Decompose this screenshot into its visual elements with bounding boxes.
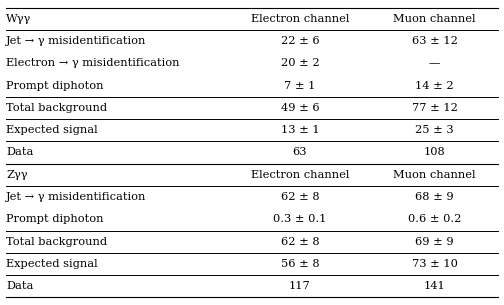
- Text: Muon channel: Muon channel: [393, 170, 476, 180]
- Text: 77 ± 12: 77 ± 12: [411, 103, 458, 113]
- Text: Total background: Total background: [6, 103, 107, 113]
- Text: 63 ± 12: 63 ± 12: [411, 36, 458, 46]
- Text: Electron channel: Electron channel: [250, 14, 349, 24]
- Text: 62 ± 8: 62 ± 8: [281, 192, 319, 202]
- Text: Electron channel: Electron channel: [250, 170, 349, 180]
- Text: 62 ± 8: 62 ± 8: [281, 237, 319, 247]
- Text: 14 ± 2: 14 ± 2: [415, 81, 454, 91]
- Text: —: —: [429, 58, 440, 68]
- Text: Zγγ: Zγγ: [6, 170, 28, 180]
- Text: 49 ± 6: 49 ± 6: [281, 103, 319, 113]
- Text: Total background: Total background: [6, 237, 107, 247]
- Text: Expected signal: Expected signal: [6, 259, 98, 269]
- Text: Data: Data: [6, 148, 33, 157]
- Text: 25 ± 3: 25 ± 3: [415, 125, 454, 135]
- Text: 22 ± 6: 22 ± 6: [281, 36, 319, 46]
- Text: Muon channel: Muon channel: [393, 14, 476, 24]
- Text: Electron → γ misidentification: Electron → γ misidentification: [6, 58, 179, 68]
- Text: Prompt diphoton: Prompt diphoton: [6, 81, 103, 91]
- Text: Jet → γ misidentification: Jet → γ misidentification: [6, 192, 147, 202]
- Text: 73 ± 10: 73 ± 10: [411, 259, 458, 269]
- Text: Expected signal: Expected signal: [6, 125, 98, 135]
- Text: 0.6 ± 0.2: 0.6 ± 0.2: [408, 214, 461, 224]
- Text: 141: 141: [423, 281, 446, 291]
- Text: 20 ± 2: 20 ± 2: [281, 58, 319, 68]
- Text: 68 ± 9: 68 ± 9: [415, 192, 454, 202]
- Text: 69 ± 9: 69 ± 9: [415, 237, 454, 247]
- Text: 63: 63: [293, 148, 307, 157]
- Text: 0.3 ± 0.1: 0.3 ± 0.1: [273, 214, 327, 224]
- Text: Prompt diphoton: Prompt diphoton: [6, 214, 103, 224]
- Text: Data: Data: [6, 281, 33, 291]
- Text: Jet → γ misidentification: Jet → γ misidentification: [6, 36, 147, 46]
- Text: 108: 108: [423, 148, 446, 157]
- Text: 56 ± 8: 56 ± 8: [281, 259, 319, 269]
- Text: 7 ± 1: 7 ± 1: [284, 81, 316, 91]
- Text: 117: 117: [289, 281, 311, 291]
- Text: Wγγ: Wγγ: [6, 14, 31, 24]
- Text: 13 ± 1: 13 ± 1: [281, 125, 319, 135]
